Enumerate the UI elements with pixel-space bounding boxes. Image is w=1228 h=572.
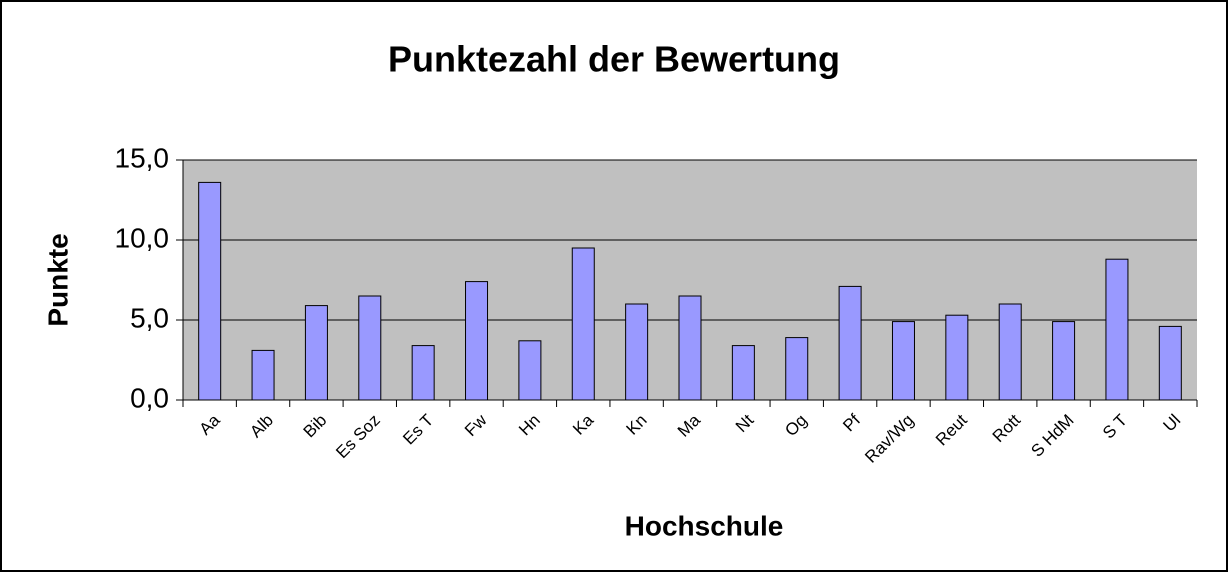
y-tick-label: 15,0 xyxy=(115,142,170,173)
bar xyxy=(945,314,969,401)
bar xyxy=(731,345,755,401)
bar xyxy=(998,303,1022,401)
bar xyxy=(304,305,328,401)
y-tick-label: 5,0 xyxy=(130,302,169,333)
bar xyxy=(1158,325,1182,401)
bar xyxy=(198,181,222,401)
bar xyxy=(678,295,702,401)
bar xyxy=(1052,321,1076,401)
y-tick-label: 0,0 xyxy=(130,382,169,413)
bar xyxy=(838,285,862,401)
bar xyxy=(518,340,542,401)
bar xyxy=(1105,258,1129,401)
bar xyxy=(251,349,275,401)
y-axis-label: Punkte xyxy=(42,233,73,326)
bar xyxy=(411,345,435,401)
bar xyxy=(785,337,809,401)
bar xyxy=(465,281,489,401)
x-axis-label: Hochschule xyxy=(625,510,784,541)
chart-title: Punktezahl der Bewertung xyxy=(388,39,840,80)
bar xyxy=(358,295,382,401)
y-tick-label: 10,0 xyxy=(115,222,170,253)
bar xyxy=(891,321,915,401)
bar xyxy=(571,247,595,401)
bar xyxy=(625,303,649,401)
